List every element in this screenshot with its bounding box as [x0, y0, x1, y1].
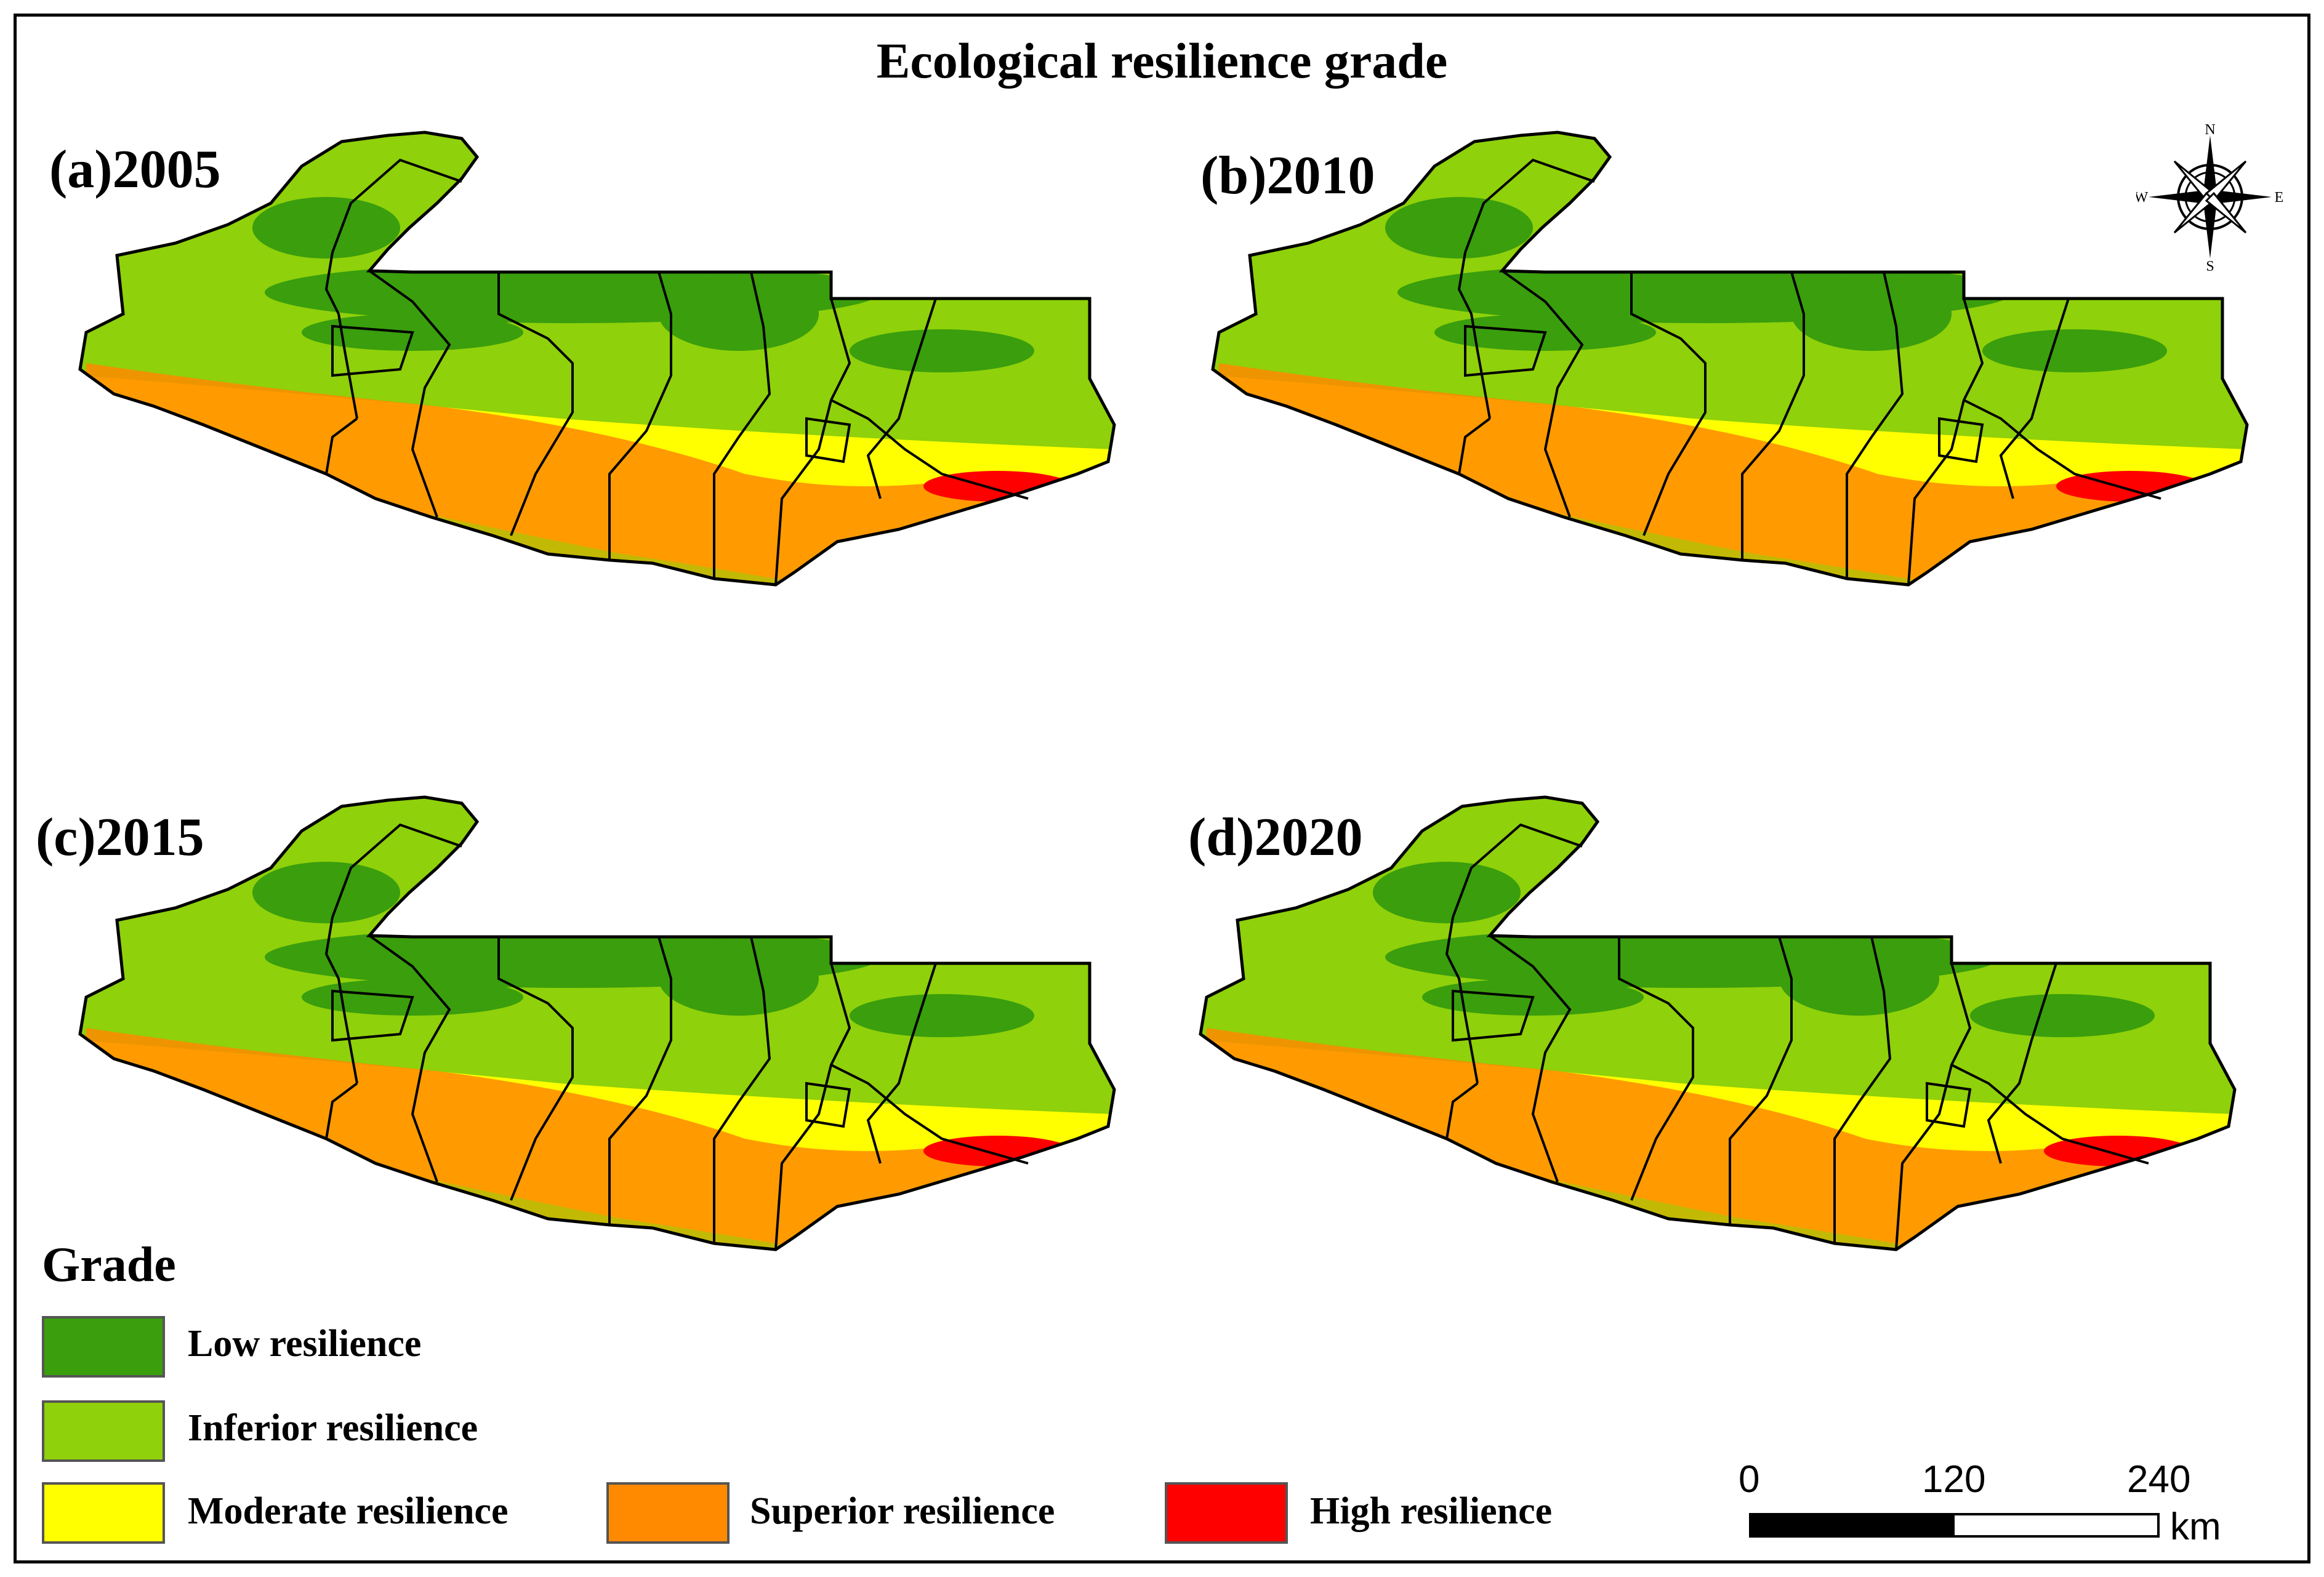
- north-arrow-icon: N S W E: [2136, 123, 2284, 271]
- compass-e: E: [2275, 190, 2284, 206]
- legend-swatch-inferior: [42, 1400, 165, 1462]
- scale-bar: [1749, 1513, 2160, 1538]
- scale-tick-0: 0: [1739, 1458, 1760, 1501]
- legend-swatch-high: [1165, 1482, 1288, 1544]
- legend-swatch-low: [42, 1316, 165, 1378]
- scale-unit: km: [2170, 1506, 2221, 1548]
- map-panel-2005: [68, 129, 1176, 622]
- legend-label-high: High resilience: [1310, 1490, 1553, 1532]
- legend-swatch-moderate: [42, 1482, 165, 1544]
- scale-tick-240: 240: [2127, 1458, 2191, 1501]
- legend-swatch-superior: [606, 1482, 730, 1544]
- figure-title: Ecological resilience grade: [876, 33, 1448, 89]
- map-panel-2015: [68, 794, 1176, 1286]
- panel-label-d: (d)2020: [1188, 808, 1363, 867]
- legend-label-superior: Superior resilience: [750, 1490, 1055, 1532]
- legend-label-low: Low resilience: [188, 1323, 422, 1365]
- compass-n: N: [2205, 123, 2215, 138]
- compass-w: W: [2136, 190, 2149, 206]
- panel-label-b: (b)2010: [1200, 146, 1375, 206]
- panel-label-a: (a)2005: [49, 140, 221, 199]
- compass-s: S: [2206, 259, 2214, 271]
- legend-label-moderate: Moderate resilience: [188, 1490, 509, 1532]
- legend-label-inferior: Inferior resilience: [188, 1407, 478, 1449]
- panel-label-c: (c)2015: [36, 808, 204, 867]
- scale-tick-120: 120: [1922, 1458, 1986, 1501]
- legend-title: Grade: [42, 1238, 176, 1292]
